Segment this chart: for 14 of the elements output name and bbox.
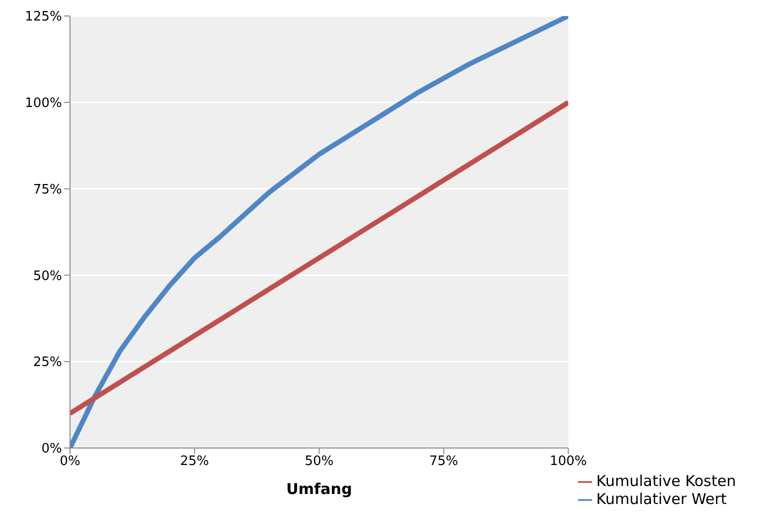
x-axis-title: Umfang <box>286 480 352 498</box>
x-tick-label: 75% <box>429 454 458 470</box>
legend-label: Kumulative Kosten <box>596 472 736 490</box>
y-tick-label: 75% <box>33 182 62 198</box>
y-tick-label: 25% <box>33 355 62 370</box>
x-tick-label: 50% <box>304 454 334 470</box>
y-tick-label: 125% <box>24 10 62 25</box>
x-tick-label: 100% <box>550 454 587 470</box>
y-tick-label: 0% <box>41 442 62 457</box>
x-tick-label: 25% <box>180 454 210 470</box>
x-tick-label: 0% <box>60 454 80 470</box>
y-tick-label: 100% <box>24 96 62 112</box>
legend-label: Kumulativer Wert <box>596 490 727 508</box>
y-tick-label: 50% <box>33 268 62 284</box>
